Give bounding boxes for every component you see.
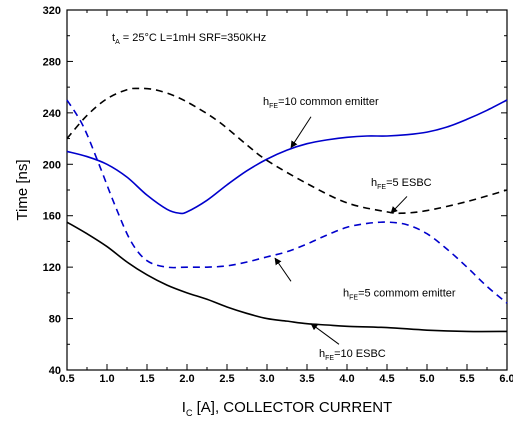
series-line-hfe-5-esbc — [66, 87, 508, 215]
x-tick-label: 1.5 — [139, 373, 154, 385]
y-axis-title: Time [ns] — [14, 159, 31, 220]
condition-label: tA = 25°C L=1mH SRF=350KHz — [112, 32, 266, 46]
series-line-hfe-10-common-emitter — [66, 99, 508, 215]
y-tick-label: 160 — [43, 211, 61, 223]
plot-area — [66, 9, 508, 371]
y-tick-label: 320 — [43, 5, 61, 17]
annotation-label: hFE=10 ESBC — [319, 348, 386, 362]
x-tick-label: 5.0 — [419, 373, 434, 385]
tick-labels: 0.5 1.0 1.5 2.0 2.5 3.0 3.5 4.0 4.5 5.0 5.5 6.0 40 80… — [43, 5, 513, 385]
annotation-arrow — [310, 323, 340, 345]
x-tick-label: 2.5 — [219, 373, 234, 385]
annotation-arrow — [274, 257, 292, 282]
annotation-label: hFE=10 common emitter — [263, 96, 379, 110]
x-tick-label: 4.5 — [379, 373, 394, 385]
x-tick-label: 0.5 — [59, 373, 74, 385]
y-tick-label: 40 — [49, 365, 61, 377]
x-tick-label: 4.0 — [339, 373, 354, 385]
tick-marks — [66, 9, 508, 371]
x-tick-label: 1.0 — [99, 373, 114, 385]
y-tick-label: 240 — [43, 108, 61, 120]
x-tick-label: 3.0 — [259, 373, 274, 385]
annotation-arrow — [290, 116, 312, 149]
y-tick-label: 200 — [43, 159, 61, 171]
annotation-arrow — [390, 196, 408, 214]
x-tick-label: 3.5 — [299, 373, 314, 385]
x-tick-label: 6.0 — [499, 373, 513, 385]
y-tick-label: 120 — [43, 262, 61, 274]
annotation-label: hFE=5 commom emitter — [343, 288, 456, 302]
series-line-hfe-5-commom-emitter — [66, 99, 508, 304]
series-annotations: hFE=10 common emitter hFE=5 ESBC hFE=5 com… — [263, 96, 456, 362]
y-tick-label: 280 — [43, 56, 61, 68]
y-tick-label: 80 — [49, 314, 61, 326]
x-axis-title: IC [A], COLLECTOR CURRENT — [182, 399, 392, 418]
series-line-hfe-10-esbc — [66, 221, 508, 333]
series-lines — [66, 87, 508, 333]
annotation-label: hFE=5 ESBC — [371, 177, 432, 191]
x-tick-label: 2.0 — [179, 373, 194, 385]
x-tick-label: 5.5 — [459, 373, 474, 385]
